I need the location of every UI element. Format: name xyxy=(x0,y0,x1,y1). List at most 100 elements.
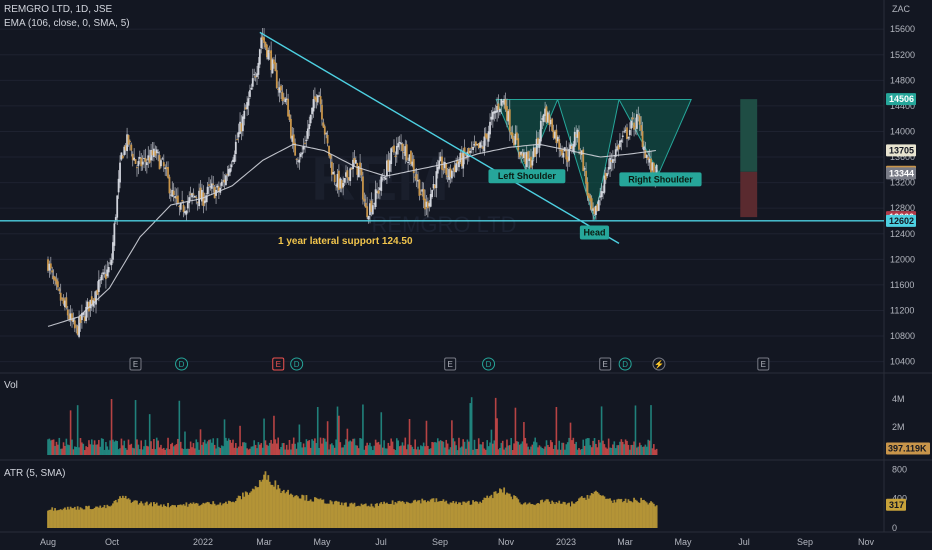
event-marker[interactable] xyxy=(652,357,666,371)
volume-bar xyxy=(311,439,313,455)
candle-body xyxy=(484,133,487,138)
candle-body xyxy=(640,125,643,131)
atr-bar xyxy=(97,507,100,528)
price-label-box[interactable] xyxy=(886,144,916,157)
volume-legend[interactable]: Vol xyxy=(4,380,18,391)
atr-bar xyxy=(401,500,404,528)
event-marker[interactable] xyxy=(272,357,285,371)
volume-bar xyxy=(249,448,251,455)
event-marker[interactable] xyxy=(618,357,632,371)
atr-bar xyxy=(450,502,453,528)
volume-bar xyxy=(288,439,291,455)
volume-bar xyxy=(417,446,419,455)
atr-bar xyxy=(628,500,631,528)
candle-body xyxy=(217,186,220,192)
candle-body xyxy=(151,150,154,156)
candle-body xyxy=(160,160,162,167)
price-tick-label: 10400 xyxy=(890,357,915,367)
event-marker-letter: ⚡ xyxy=(654,359,664,369)
candle-body xyxy=(129,141,131,143)
volume-bar xyxy=(138,449,141,455)
price-tick-label: 13600 xyxy=(890,152,915,162)
atr-bar xyxy=(306,501,309,528)
volume-bar xyxy=(247,449,250,455)
volume-bar xyxy=(579,449,582,455)
volume-bar xyxy=(355,445,357,455)
volume-bar xyxy=(230,442,233,455)
volume-bar xyxy=(222,446,224,455)
volume-bar xyxy=(131,447,134,455)
candle-body xyxy=(175,196,178,199)
volume-bar xyxy=(386,448,388,455)
long-position-tool[interactable] xyxy=(740,99,758,218)
volume-bar xyxy=(338,415,340,455)
candle-body xyxy=(233,154,236,163)
atr-bar xyxy=(465,503,467,528)
target-zone[interactable] xyxy=(740,99,758,172)
volume-bar xyxy=(211,442,213,455)
price-label-box[interactable] xyxy=(886,214,916,227)
atr-bar xyxy=(206,501,209,528)
volume-bar xyxy=(328,449,330,455)
atr-bar xyxy=(119,496,121,528)
price-label-box[interactable] xyxy=(886,167,916,180)
volume-bar xyxy=(270,439,272,455)
price-axis[interactable]: 10400 10800 11200 11600 12000 12400 12800 13200… xyxy=(886,24,930,533)
atr-bar xyxy=(387,503,390,528)
candle-body xyxy=(655,164,658,176)
atr-bar xyxy=(71,508,73,528)
volume-bar xyxy=(244,442,247,455)
candle-body xyxy=(285,98,288,100)
price-label-box[interactable] xyxy=(886,93,916,106)
candle-body xyxy=(154,151,157,156)
atr-bar xyxy=(362,504,364,528)
candle-body xyxy=(137,161,140,166)
time-axis[interactable]: Aug Oct 2022 Mar May Jul Sep Nov 2023 Mar May Jul Se… xyxy=(40,537,875,547)
candle-body xyxy=(503,99,506,105)
volume-bar xyxy=(504,447,507,455)
volume-bar xyxy=(260,443,263,455)
volume-bar xyxy=(590,447,593,455)
event-marker[interactable] xyxy=(757,357,770,371)
event-marker[interactable] xyxy=(129,357,142,371)
atr-bar xyxy=(655,505,658,528)
atr-bar xyxy=(558,500,561,528)
event-markers[interactable]: E D E D E D E D ⚡ E xyxy=(129,357,770,371)
volume-bar xyxy=(148,414,151,455)
atr-bar xyxy=(460,504,463,528)
atr-bar xyxy=(562,501,565,528)
atr-bar xyxy=(151,506,154,528)
candle-body xyxy=(278,87,281,93)
candle-body xyxy=(73,320,76,329)
atr-bar xyxy=(243,496,246,528)
symbol-title[interactable]: REMGRO LTD, 1D, JSE xyxy=(4,4,113,15)
event-marker[interactable] xyxy=(290,357,304,371)
volume-bar xyxy=(434,442,436,455)
candle-body xyxy=(641,131,644,148)
atr-bar xyxy=(600,495,603,528)
atr-bar xyxy=(441,500,443,528)
downtrend-line[interactable] xyxy=(259,31,620,244)
pattern-triangle[interactable] xyxy=(556,99,620,220)
event-marker[interactable] xyxy=(175,357,189,371)
event-marker[interactable] xyxy=(482,357,496,371)
stop-zone[interactable] xyxy=(740,171,758,218)
atr-legend[interactable]: ATR (5, SMA) xyxy=(4,468,66,479)
candle-body xyxy=(650,158,652,174)
atr-bar xyxy=(381,504,384,528)
event-marker[interactable] xyxy=(444,357,457,371)
candle-body xyxy=(202,192,205,206)
volume-bar xyxy=(298,424,301,455)
drawn-trendlines[interactable]: 1 year lateral support 124.50 xyxy=(0,31,884,247)
atr-bar xyxy=(281,491,284,528)
volume-bar xyxy=(453,441,456,455)
volume-bar xyxy=(263,418,265,455)
ema-legend[interactable]: EMA (106, close, 0, SMA, 5) xyxy=(4,18,130,29)
candle-body xyxy=(270,50,273,71)
candle-body xyxy=(573,131,576,147)
atr-bar xyxy=(617,498,620,528)
event-marker[interactable] xyxy=(599,357,612,371)
candle-body xyxy=(234,141,237,155)
atr-tick-label: 0 xyxy=(892,523,897,533)
